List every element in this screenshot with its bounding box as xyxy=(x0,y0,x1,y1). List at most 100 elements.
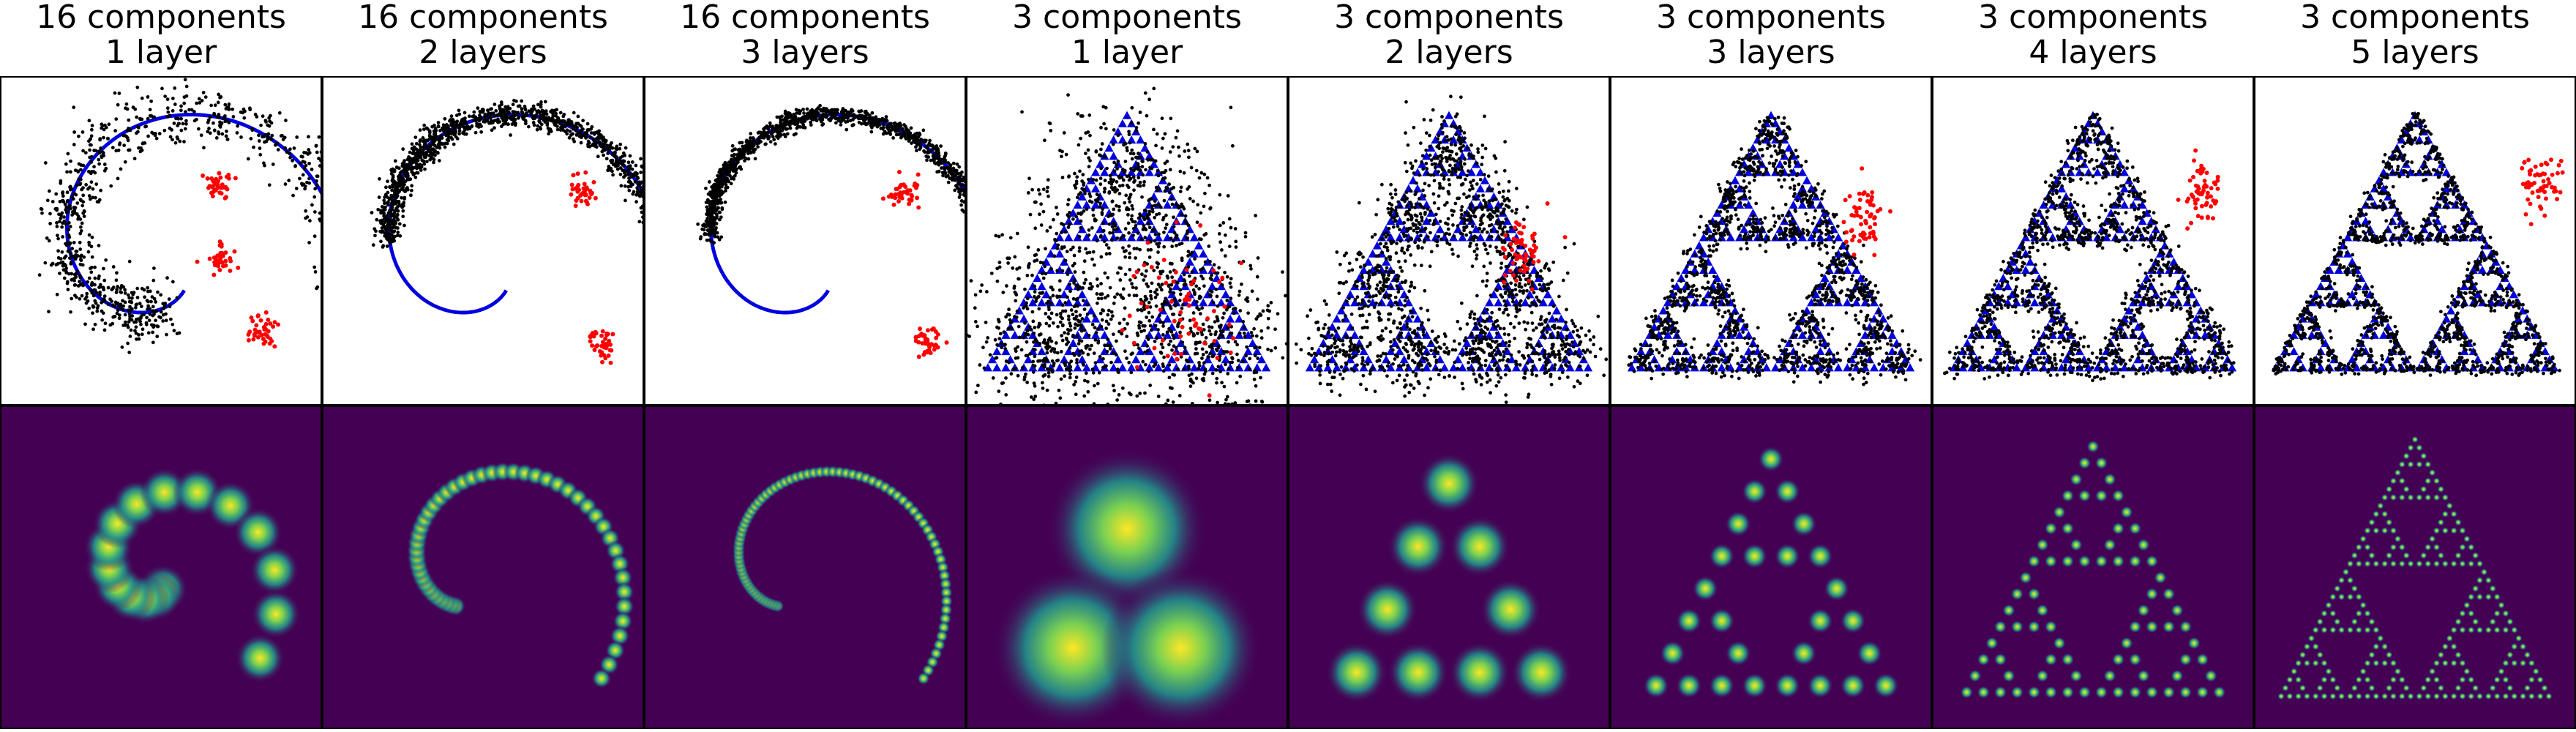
sample-point xyxy=(1099,234,1103,238)
sample-point xyxy=(812,109,817,113)
sample-point xyxy=(61,190,65,194)
sample-point xyxy=(1055,247,1060,250)
sample-point xyxy=(493,113,497,118)
sample-point xyxy=(709,228,713,232)
sample-point xyxy=(622,175,626,179)
sample-point xyxy=(577,131,580,135)
sample-point xyxy=(1223,233,1227,237)
sample-point xyxy=(1123,160,1128,163)
sample-point xyxy=(531,104,536,108)
sample-point xyxy=(1122,143,1126,147)
highlight-sample-point xyxy=(211,179,216,184)
sample-point xyxy=(483,114,487,119)
sample-point xyxy=(1058,396,1063,400)
sample-point xyxy=(902,123,906,127)
sierpinski-hole xyxy=(1096,363,1105,372)
sample-point xyxy=(580,135,583,140)
sample-point xyxy=(1103,296,1107,300)
sample-point xyxy=(314,143,318,148)
sample-point xyxy=(1161,269,1165,274)
sample-point xyxy=(517,104,522,108)
highlight-sample-point xyxy=(925,337,930,343)
sample-point xyxy=(1071,335,1075,339)
sample-point xyxy=(801,108,805,111)
sample-point xyxy=(1108,173,1112,178)
sample-point xyxy=(90,255,94,259)
samples-panel-1 xyxy=(0,76,322,406)
sample-point xyxy=(1056,324,1060,329)
sample-point xyxy=(410,188,413,193)
sample-point xyxy=(719,235,724,239)
sample-point xyxy=(173,102,177,106)
sample-point xyxy=(304,163,308,168)
sample-point xyxy=(1187,373,1191,378)
sample-point xyxy=(1143,274,1147,278)
sample-point xyxy=(1163,189,1167,193)
sample-point xyxy=(1172,185,1175,190)
sample-point xyxy=(430,142,435,146)
sample-point xyxy=(268,119,272,123)
sample-point xyxy=(926,151,930,155)
sierpinski-hole xyxy=(1239,363,1248,372)
sample-point xyxy=(783,109,787,113)
sample-point xyxy=(90,170,94,173)
sample-point xyxy=(1093,384,1096,388)
sample-point xyxy=(836,119,841,123)
sample-point xyxy=(822,106,825,111)
sample-point xyxy=(481,109,485,113)
sample-point xyxy=(765,135,770,139)
sample-point xyxy=(409,161,413,165)
sample-point xyxy=(1123,255,1127,259)
highlight-sample-point xyxy=(583,198,588,203)
sample-point xyxy=(48,189,51,193)
sample-point xyxy=(135,286,140,291)
sample-point xyxy=(1049,302,1053,306)
sample-point xyxy=(1081,173,1085,176)
sample-point xyxy=(531,121,536,124)
sample-point xyxy=(523,122,528,126)
sample-point xyxy=(944,174,948,179)
sample-point xyxy=(294,187,299,190)
sample-point xyxy=(619,184,624,188)
highlight-sample-point xyxy=(250,318,255,324)
sample-point xyxy=(1098,176,1103,181)
sample-point xyxy=(925,158,929,163)
sample-point xyxy=(926,155,931,159)
sample-point xyxy=(636,188,640,193)
sample-point xyxy=(581,119,585,123)
sample-point xyxy=(498,120,501,124)
sample-point xyxy=(859,116,864,121)
sample-point xyxy=(733,147,737,152)
sample-point xyxy=(1161,136,1165,141)
highlight-sample-point xyxy=(600,329,605,334)
sample-point xyxy=(1259,329,1264,333)
sample-point xyxy=(1026,191,1030,195)
sample-point xyxy=(102,328,107,332)
sample-point xyxy=(738,141,742,145)
sample-point xyxy=(266,123,270,127)
sample-point xyxy=(144,124,149,129)
sample-point xyxy=(604,138,608,143)
sample-point xyxy=(89,154,94,159)
sample-point xyxy=(1117,209,1121,212)
sample-point xyxy=(128,317,132,321)
sample-point xyxy=(313,187,318,191)
sample-point xyxy=(495,113,500,117)
sample-point xyxy=(1049,339,1054,343)
sample-point xyxy=(1172,215,1175,220)
sample-point xyxy=(1103,179,1107,182)
sample-point xyxy=(391,184,395,189)
sample-point xyxy=(163,302,168,305)
sample-point xyxy=(1154,304,1158,308)
sample-point xyxy=(614,146,618,151)
sample-point xyxy=(1161,324,1165,328)
sample-point xyxy=(1082,378,1087,383)
sample-point xyxy=(98,283,102,287)
sample-point xyxy=(130,296,134,300)
sample-point xyxy=(127,118,131,122)
highlight-sample-point xyxy=(258,318,263,323)
sample-point xyxy=(138,302,142,305)
highlight-sample-point xyxy=(223,258,228,264)
sample-point xyxy=(632,190,636,194)
